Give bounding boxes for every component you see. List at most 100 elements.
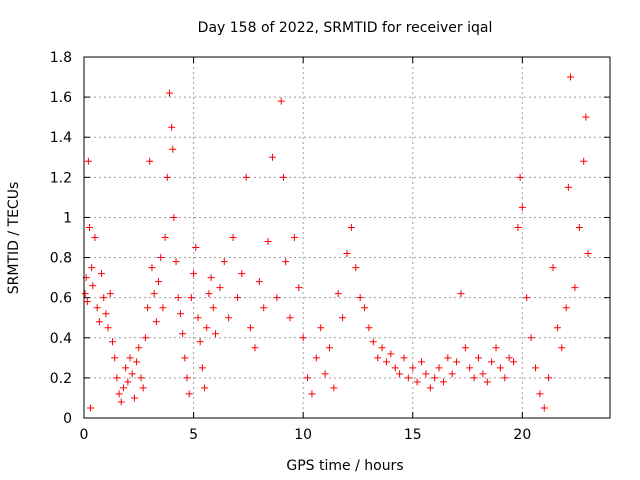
data-point <box>299 334 307 342</box>
data-point <box>176 310 184 318</box>
data-point <box>122 364 130 372</box>
data-point <box>422 370 430 378</box>
data-point <box>260 304 268 312</box>
data-point <box>207 274 215 282</box>
data-point <box>361 304 369 312</box>
data-point <box>567 73 575 81</box>
data-point <box>527 334 535 342</box>
data-point <box>203 324 211 332</box>
data-point <box>168 123 176 131</box>
data-point <box>163 173 171 181</box>
plot-frame <box>83 56 611 419</box>
data-point <box>148 264 156 272</box>
data-point <box>126 354 134 362</box>
data-point <box>584 250 592 258</box>
data-point <box>347 223 355 231</box>
data-point <box>470 374 478 382</box>
data-point <box>466 364 474 372</box>
data-point <box>365 324 373 332</box>
data-point <box>369 338 377 346</box>
data-point <box>413 378 421 386</box>
data-point <box>523 294 531 302</box>
data-point <box>505 354 513 362</box>
data-point <box>159 304 167 312</box>
y-tick-label: 1.4 <box>50 130 72 146</box>
data-point <box>448 370 456 378</box>
y-tick-label: 0.6 <box>50 291 72 307</box>
data-point <box>174 294 182 302</box>
x-tick-label: 5 <box>189 427 198 443</box>
data-point <box>161 234 169 241</box>
data-point <box>564 183 572 191</box>
data-point <box>181 354 189 362</box>
y-tick-label: 0 <box>63 411 72 427</box>
data-point <box>170 213 178 221</box>
data-point <box>279 173 287 181</box>
data-point <box>304 374 312 382</box>
y-tick-label: 0.8 <box>50 251 72 267</box>
data-point <box>247 324 255 332</box>
data-point <box>356 294 364 302</box>
data-point <box>233 294 241 302</box>
data-point <box>255 278 263 286</box>
x-axis-label: GPS time / hours <box>286 458 403 474</box>
data-point <box>453 358 461 366</box>
data-point <box>475 354 482 362</box>
data-point <box>575 223 583 231</box>
data-point <box>124 378 132 386</box>
data-point <box>536 390 544 398</box>
data-point <box>205 290 213 298</box>
data-point <box>169 145 177 153</box>
data-point <box>220 258 228 266</box>
data-point <box>242 173 250 181</box>
x-tick-label: 10 <box>294 427 312 443</box>
data-point <box>321 370 329 378</box>
data-point <box>155 278 163 286</box>
data-point <box>137 374 145 382</box>
data-point <box>290 234 298 241</box>
data-point <box>106 290 114 298</box>
data-point <box>144 304 152 312</box>
data-point <box>396 370 404 378</box>
data-point <box>273 294 281 302</box>
data-point <box>531 364 539 372</box>
data-point <box>81 290 89 298</box>
data-point <box>391 364 399 372</box>
data-point <box>185 390 193 398</box>
data-point <box>139 384 147 392</box>
data-point <box>93 304 101 312</box>
data-point <box>84 157 92 165</box>
data-point <box>183 374 191 382</box>
data-point <box>352 264 360 272</box>
data-point <box>312 354 320 362</box>
data-point <box>209 304 217 312</box>
data-point <box>229 234 237 241</box>
data-point <box>439 378 447 386</box>
data-point <box>378 344 386 352</box>
data-point <box>295 284 303 292</box>
data-point <box>187 294 195 302</box>
data-point <box>95 318 103 326</box>
data-point <box>141 334 149 342</box>
data-point <box>325 344 333 352</box>
data-point <box>152 318 160 326</box>
data-point <box>117 398 125 406</box>
data-point <box>444 354 452 362</box>
data-point <box>113 374 121 382</box>
data-point <box>277 97 285 105</box>
y-axis-label: SRMTID / TECUs <box>6 182 22 295</box>
data-point <box>501 374 509 382</box>
y-tick-label: 1.8 <box>50 50 72 66</box>
data-point <box>102 310 110 318</box>
data-point <box>483 378 491 386</box>
grid <box>84 57 610 418</box>
data-point <box>111 354 119 362</box>
data-point <box>545 374 553 382</box>
data-point <box>400 354 408 362</box>
data-point <box>558 344 566 352</box>
data-point <box>457 290 465 298</box>
data-point <box>426 384 434 392</box>
chart-title: Day 158 of 2022, SRMTID for receiver iqa… <box>198 20 493 36</box>
data-point <box>179 330 187 338</box>
